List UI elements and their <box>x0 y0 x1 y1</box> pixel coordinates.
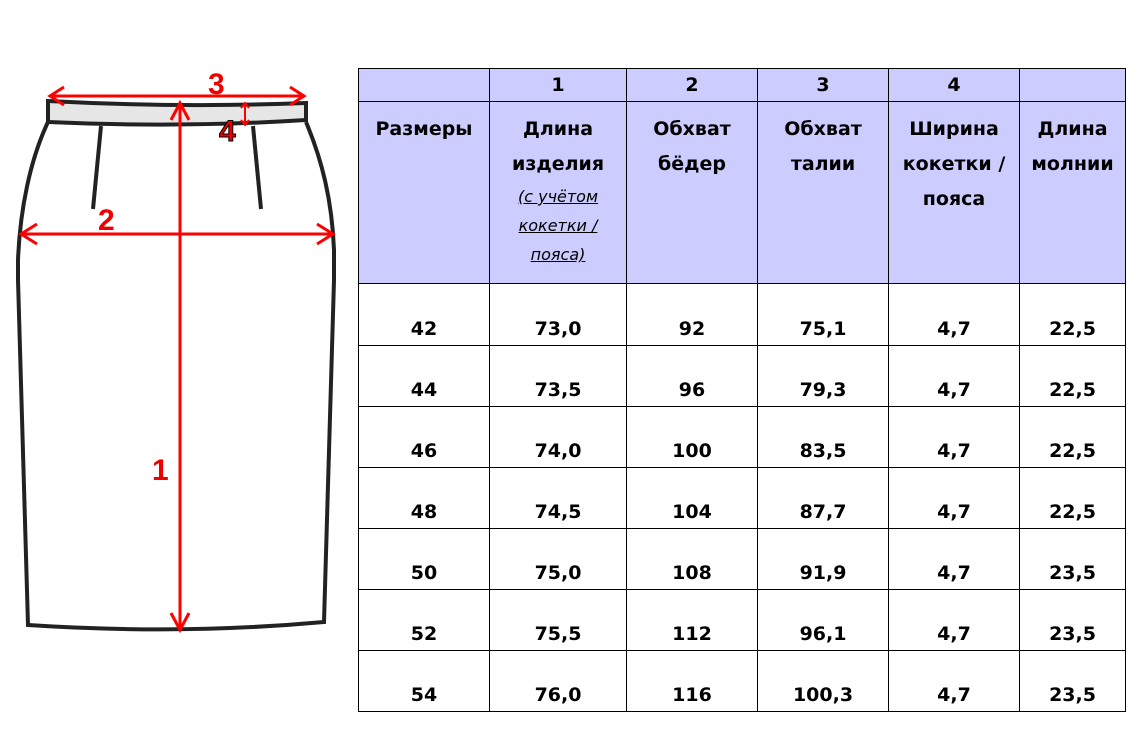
table-cell: 48 <box>358 467 490 529</box>
table-row: 44 73,5 96 79,3 4,7 22,5 <box>358 345 1126 407</box>
table-row: 50 75,0 108 91,9 4,7 23,5 <box>358 528 1126 590</box>
right-dart <box>251 125 263 210</box>
table-cell: 4,7 <box>888 467 1021 529</box>
table-cell: 75,0 <box>488 528 628 590</box>
table-row: 42 73,0 92 75,1 4,7 22,5 <box>358 283 1126 346</box>
column-number <box>358 68 490 102</box>
table-cell: 44 <box>358 345 490 407</box>
table-cell: 91,9 <box>757 528 890 590</box>
table-cell: 73,0 <box>488 283 628 346</box>
table-cell: 4,7 <box>888 283 1021 346</box>
header-waist: Обхват талии <box>757 101 890 284</box>
column-number: 4 <box>888 68 1021 102</box>
table-cell: 4,7 <box>888 345 1021 407</box>
label-3: 3 <box>208 68 225 101</box>
table-cell: 96,1 <box>757 589 890 651</box>
header-note: (с учётом кокетки / пояса) <box>517 187 599 264</box>
table-cell: 22,5 <box>1019 283 1126 346</box>
label-2: 2 <box>98 204 115 237</box>
skirt-outline <box>16 98 336 632</box>
header-title: Размеры <box>375 118 473 140</box>
column-number: 3 <box>757 68 890 102</box>
table-cell: 75,5 <box>488 589 628 651</box>
table-cell: 87,7 <box>757 467 890 529</box>
table-cell: 76,0 <box>488 650 628 712</box>
table-cell: 116 <box>626 650 759 712</box>
table-cell: 50 <box>358 528 490 590</box>
table-cell: 22,5 <box>1019 467 1126 529</box>
table-cell: 4,7 <box>888 406 1021 468</box>
column-number: 2 <box>626 68 759 102</box>
table-cell: 23,5 <box>1019 528 1126 590</box>
table-cell: 74,0 <box>488 406 628 468</box>
arrow-3-waist <box>47 85 307 107</box>
table-row: 54 76,0 116 100,3 4,7 23,5 <box>358 650 1126 712</box>
arrow-2-hip <box>18 222 336 246</box>
table-cell: 92 <box>626 283 759 346</box>
table-cell: 4,7 <box>888 528 1021 590</box>
table-cell: 112 <box>626 589 759 651</box>
table-cell: 96 <box>626 345 759 407</box>
label-1: 1 <box>152 454 169 487</box>
header-row: Размеры Длина изделия (с учётом кокетки /… <box>358 101 1126 284</box>
column-number: 1 <box>488 68 628 102</box>
measurement-arrows <box>18 85 336 634</box>
skirt-diagram: 3 2 1 4 <box>16 68 336 634</box>
table-cell: 4,7 <box>888 650 1021 712</box>
arrow-4-band <box>240 101 250 127</box>
table-cell: 108 <box>626 528 759 590</box>
header-title: Длина молнии <box>1031 118 1114 175</box>
table-cell: 42 <box>358 283 490 346</box>
header-zipper: Длина молнии <box>1019 101 1126 284</box>
table-cell: 83,5 <box>757 406 890 468</box>
table-cell: 52 <box>358 589 490 651</box>
column-number <box>1019 68 1126 102</box>
left-dart <box>91 125 103 210</box>
arrow-1-length <box>169 99 191 634</box>
table-cell: 100,3 <box>757 650 890 712</box>
header-band-width: Ширина кокетки / пояса <box>888 101 1021 284</box>
table-cell: 46 <box>358 406 490 468</box>
table-row: 46 74,0 100 83,5 4,7 22,5 <box>358 406 1126 468</box>
header-title: Обхват бёдер <box>653 118 731 175</box>
waistband <box>46 98 308 127</box>
table-row: 52 75,5 112 96,1 4,7 23,5 <box>358 589 1126 651</box>
table-cell: 73,5 <box>488 345 628 407</box>
header-hip: Обхват бёдер <box>626 101 759 284</box>
table-cell: 23,5 <box>1019 650 1126 712</box>
table-cell: 104 <box>626 467 759 529</box>
table-cell: 79,3 <box>757 345 890 407</box>
table-cell: 100 <box>626 406 759 468</box>
table-cell: 23,5 <box>1019 589 1126 651</box>
header-length: Длина изделия (с учётом кокетки / пояса) <box>488 101 628 284</box>
label-4: 4 <box>219 115 236 148</box>
table-cell: 74,5 <box>488 467 628 529</box>
header-sizes: Размеры <box>358 101 490 284</box>
column-number-row: 1 2 3 4 <box>358 68 1126 102</box>
table-cell: 75,1 <box>757 283 890 346</box>
size-chart-table: 1 2 3 4 Размеры Длина изделия (с учётом к… <box>358 68 1126 712</box>
header-title: Длина изделия <box>512 118 605 175</box>
table-row: 48 74,5 104 87,7 4,7 22,5 <box>358 467 1126 529</box>
header-title: Обхват талии <box>784 118 862 175</box>
table-cell: 22,5 <box>1019 345 1126 407</box>
table-cell: 4,7 <box>888 589 1021 651</box>
header-title: Ширина кокетки / пояса <box>902 118 1006 210</box>
table-cell: 22,5 <box>1019 406 1126 468</box>
table-cell: 54 <box>358 650 490 712</box>
